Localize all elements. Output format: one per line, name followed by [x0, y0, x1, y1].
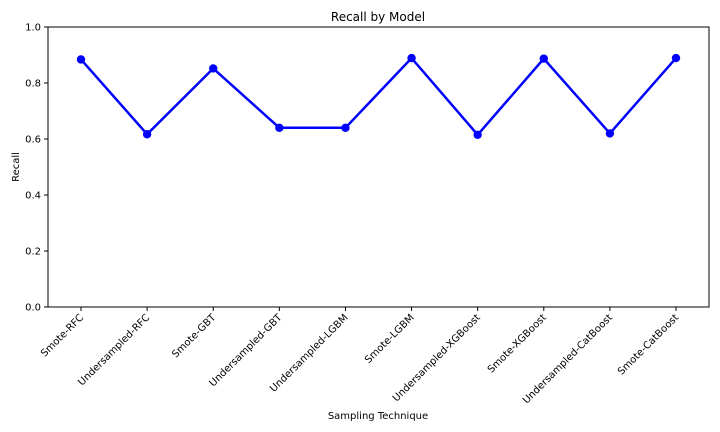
x-tick-label: Undersampled-GBT — [208, 312, 285, 389]
x-tick-label: Undersampled-RFC — [76, 312, 152, 388]
y-tick-label: 0.2 — [25, 247, 41, 258]
chart-title: Recall by Model — [331, 10, 425, 24]
y-tick-label: 0.4 — [25, 191, 41, 202]
data-point — [76, 55, 86, 64]
data-point — [407, 53, 416, 63]
y-axis: 0.0 0.2 0.4 0.6 0.8 1.0 — [25, 23, 48, 314]
x-axis-label: Sampling Technique — [328, 411, 428, 422]
x-tick-label: Smote-XGBoost — [486, 312, 549, 375]
x-tick-label: Undersampled-LGBM — [268, 312, 350, 394]
x-tick-label: Smote-CatBoost — [616, 312, 681, 377]
data-point — [671, 53, 681, 63]
x-tick-label: Smote-GBT — [170, 312, 219, 361]
data-point — [275, 123, 284, 132]
recall-series-line — [80, 56, 677, 137]
y-tick-label: 0.6 — [25, 135, 41, 146]
data-point — [539, 54, 548, 63]
y-axis-label: Recall — [11, 152, 22, 182]
data-point — [605, 129, 615, 138]
data-point — [142, 130, 152, 139]
y-tick-label: 0.8 — [25, 79, 41, 90]
x-tick-label: Smote-LGBM — [363, 312, 417, 366]
data-point — [473, 130, 482, 139]
data-point — [209, 64, 218, 73]
y-tick-label: 1.0 — [25, 23, 41, 34]
y-tick-label: 0.0 — [25, 303, 41, 314]
plot-area-frame — [47, 26, 710, 308]
series-layer — [76, 53, 681, 139]
data-point — [341, 123, 350, 132]
x-tick-label: Smote-RFC — [39, 312, 86, 359]
